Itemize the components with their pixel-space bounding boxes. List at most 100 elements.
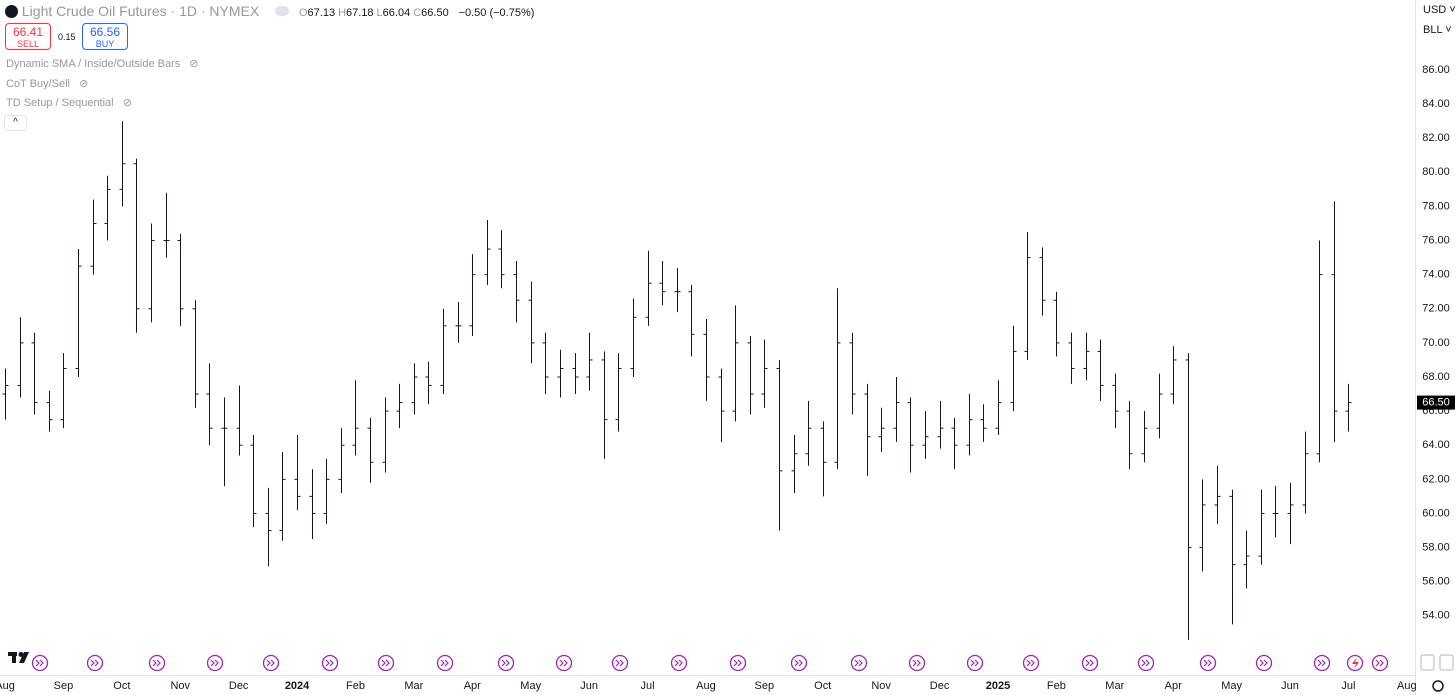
x-tick-label: Nov	[871, 680, 891, 692]
event-icon[interactable]	[206, 654, 224, 672]
event-icon[interactable]	[1081, 654, 1099, 672]
event-icon-circle	[1255, 654, 1273, 672]
event-icon-circle	[31, 654, 49, 672]
ohlc-key: O	[298, 7, 308, 19]
event-icon-circle	[321, 654, 339, 672]
x-tick-label: Jul	[1341, 680, 1355, 692]
sell-button[interactable]: 66.41 SELL	[5, 23, 51, 50]
event-icon[interactable]	[908, 654, 926, 672]
event-icon-circle	[377, 654, 395, 672]
x-tick-label: Mar	[404, 680, 423, 692]
x-tick-label: Feb	[1047, 680, 1066, 692]
event-icon-arrow	[152, 659, 161, 667]
event-icon[interactable]	[1022, 654, 1040, 672]
collapse-dot[interactable]	[275, 6, 290, 16]
y-tick-label: 84.00	[1422, 98, 1450, 110]
x-tick-label: Dec	[229, 680, 249, 692]
y-tick-label: 78.00	[1422, 200, 1450, 212]
x-tick-label: Nov	[170, 680, 190, 692]
event-icon[interactable]	[790, 654, 808, 672]
event-icon[interactable]	[497, 654, 515, 672]
event-icon-arrow	[90, 659, 99, 667]
event-icon[interactable]	[1137, 654, 1155, 672]
event-icon-circle	[1313, 654, 1331, 672]
event-icon-arrow	[1259, 659, 1268, 667]
event-icon-circle	[1199, 654, 1217, 672]
sell-label: SELL	[16, 39, 40, 49]
event-icon[interactable]	[729, 654, 747, 672]
x-tick-label: Jun	[580, 680, 598, 692]
ohlc-values: O67.13 H67.18 L66.04 C66.50	[299, 7, 452, 19]
spread: 0.15	[58, 32, 76, 42]
event-icon[interactable]	[1371, 654, 1389, 672]
event-icon-circle	[670, 654, 688, 672]
event-icon[interactable]	[670, 654, 688, 672]
y-tick-label: 72.00	[1422, 303, 1450, 315]
x-tick-label: Aug	[1397, 680, 1417, 692]
event-icon[interactable]	[1313, 654, 1331, 672]
event-icon[interactable]	[966, 654, 984, 672]
event-icon-arrow	[1317, 659, 1326, 667]
y-tick-label: 56.00	[1422, 576, 1450, 588]
indicator[interactable]: TD Setup / Sequential ⊘	[6, 96, 132, 109]
event-icon[interactable]	[86, 654, 104, 672]
event-icon-arrow	[325, 659, 334, 667]
event-icon-circle	[966, 654, 984, 672]
event-icon[interactable]	[377, 654, 395, 672]
event-icon-arrow	[733, 659, 742, 667]
event-icon-arrow	[674, 659, 683, 667]
x-tick-label: Apr	[464, 680, 481, 692]
buy-button[interactable]: 66.56 BUY	[82, 23, 128, 50]
symbol-icon	[5, 5, 18, 18]
event-icon[interactable]	[148, 654, 166, 672]
event-icon-circle	[436, 654, 454, 672]
last-price-label: 66.50	[1422, 396, 1450, 408]
event-icon[interactable]	[850, 654, 868, 672]
event-icon[interactable]	[555, 654, 573, 672]
event-icon-arrow	[794, 659, 803, 667]
event-icon-arrow	[970, 659, 979, 667]
collapse-legend[interactable]: ^	[4, 115, 27, 131]
event-icon-circle	[1022, 654, 1040, 672]
buy-price: 66.56	[89, 25, 121, 39]
event-icon-circle	[908, 654, 926, 672]
unit[interactable]: BLL ˅	[1423, 24, 1452, 36]
event-icon-arrow	[1085, 659, 1094, 667]
currency[interactable]: USD ˅	[1423, 4, 1456, 16]
ohlc-value: 66.50	[421, 7, 449, 19]
hidden-eye-icon[interactable]: ⊘	[122, 97, 132, 109]
last-price-box	[1417, 395, 1455, 410]
flash-bolt	[1352, 657, 1359, 669]
event-icon[interactable]	[611, 654, 629, 672]
indicator[interactable]: Dynamic SMA / Inside/Outside Bars ⊘	[6, 57, 199, 70]
event-icon[interactable]	[321, 654, 339, 672]
x-tick-label: Jul	[640, 680, 654, 692]
tv-logo	[8, 652, 29, 663]
event-icon-circle	[86, 654, 104, 672]
scale-button	[1420, 654, 1435, 671]
sell-price: 66.41	[12, 25, 44, 39]
x-tick-label: Feb	[346, 680, 365, 692]
y-tick-label: 68.00	[1422, 371, 1450, 383]
scale-button	[1439, 654, 1454, 671]
hidden-eye-icon[interactable]: ⊘	[79, 78, 89, 90]
x-tick-label: Aug	[696, 680, 716, 692]
y-tick-label: 64.00	[1422, 439, 1450, 451]
event-icon[interactable]	[1199, 654, 1217, 672]
indicator[interactable]: CoT Buy/Sell ⊘	[6, 77, 88, 90]
ohlc-key: H	[338, 7, 347, 19]
unit-label: BLL	[1423, 24, 1443, 36]
y-tick-label: 74.00	[1422, 269, 1450, 281]
hidden-eye-icon[interactable]: ⊘	[189, 58, 199, 70]
x-tick-label: Oct	[814, 680, 831, 692]
x-tick-label: Jun	[1281, 680, 1299, 692]
x-tick-label: May	[520, 680, 541, 692]
event-icon-arrow	[266, 659, 275, 667]
event-icon[interactable]	[436, 654, 454, 672]
event-icon[interactable]	[262, 654, 280, 672]
event-icon-arrow	[854, 659, 863, 667]
symbol-title[interactable]: Light Crude Oil Futures · 1D · NYMEX	[21, 3, 260, 19]
event-icon[interactable]	[1255, 654, 1273, 672]
event-icon[interactable]	[31, 654, 49, 672]
